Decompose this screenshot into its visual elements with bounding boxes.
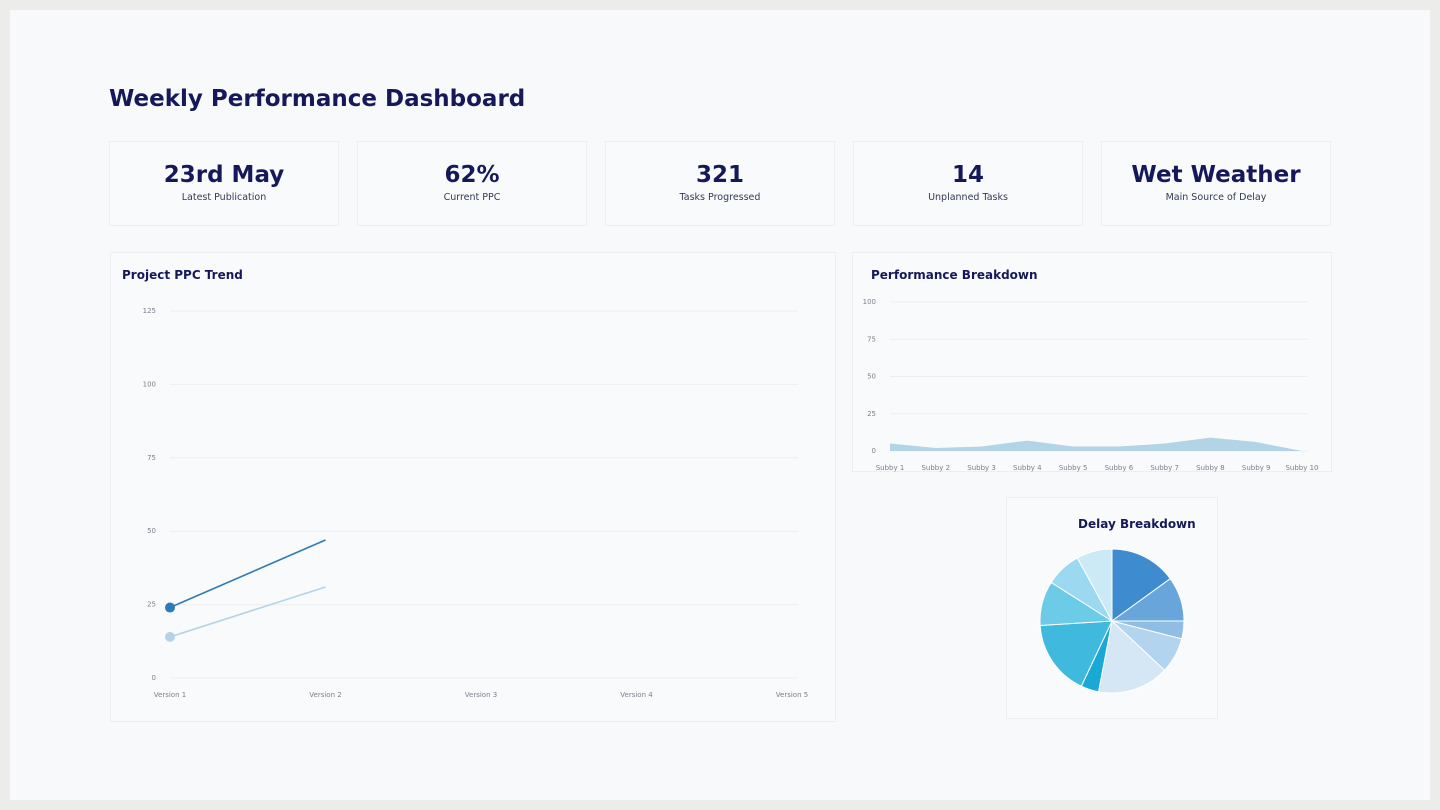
pie-slice	[1039, 620, 1113, 687]
x-tick-label: Subby 6	[1105, 464, 1134, 472]
y-tick-label: 100	[143, 380, 156, 388]
area	[890, 437, 1302, 451]
line-card	[110, 252, 836, 722]
y-tick-label: 0	[872, 447, 876, 455]
x-tick-label: Version 1	[154, 691, 186, 699]
x-tick-label: Version 2	[309, 691, 341, 699]
pie-slice	[1076, 548, 1113, 622]
kpi-card: 23rd May Latest Publication	[109, 141, 339, 226]
x-tick-label: Subby 3	[967, 464, 996, 472]
chart-title: Project PPC Trend	[122, 268, 243, 282]
kpi-value: 321	[695, 162, 744, 188]
kpi-label: Current PPC	[443, 192, 501, 203]
kpi-card: 62% Current PPC	[357, 141, 587, 226]
kpi-card: 14 Unplanned Tasks	[853, 141, 1083, 226]
area-card	[852, 252, 1332, 472]
pie-slice	[1097, 620, 1166, 694]
series-line	[169, 539, 326, 609]
x-tick-label: Subby 10	[1285, 464, 1318, 472]
x-tick-label: Subby 8	[1196, 464, 1225, 472]
x-tick-label: Version 5	[776, 691, 808, 699]
series-line	[169, 586, 326, 638]
y-tick-label: 25	[147, 601, 156, 609]
series-point	[165, 602, 175, 613]
y-tick-label: 25	[867, 410, 876, 418]
kpi-label: Tasks Progressed	[679, 192, 761, 203]
kpi-label: Main Source of Delay	[1165, 192, 1267, 203]
chart-title: Delay Breakdown	[1078, 517, 1196, 531]
y-tick-label: 100	[863, 298, 876, 306]
x-tick-label: Subby 7	[1150, 464, 1179, 472]
x-tick-label: Version 3	[465, 691, 497, 699]
x-tick-label: Version 4	[620, 691, 653, 699]
y-tick-label: 0	[152, 674, 156, 682]
chart-title: Performance Breakdown	[871, 268, 1038, 282]
y-tick-label: 125	[143, 307, 156, 315]
kpi-card: Wet Weather Main Source of Delay	[1101, 141, 1331, 226]
kpi-value: 62%	[444, 162, 500, 188]
y-tick-label: 50	[867, 373, 876, 381]
y-tick-label: 50	[147, 527, 156, 535]
kpi-value: 23rd May	[163, 162, 285, 188]
y-tick-label: 75	[147, 454, 156, 462]
x-tick-label: Subby 9	[1242, 464, 1271, 472]
pie-slice	[1111, 548, 1171, 622]
y-tick-label: 75	[867, 335, 876, 343]
kpi-label: Latest Publication	[181, 192, 267, 203]
kpi-value: Wet Weather	[1131, 162, 1301, 188]
x-tick-label: Subby 4	[1013, 464, 1042, 472]
kpi-label: Unplanned Tasks	[928, 192, 1008, 203]
x-tick-label: Subby 5	[1059, 464, 1088, 472]
x-tick-label: Subby 1	[876, 464, 905, 472]
kpi-value: 14	[951, 162, 984, 188]
kpi-card: 321 Tasks Progressed	[605, 141, 835, 226]
dashboard-title: Weekly Performance Dashboard	[109, 86, 526, 112]
x-tick-label: Subby 2	[921, 464, 950, 472]
series-point	[165, 631, 175, 642]
